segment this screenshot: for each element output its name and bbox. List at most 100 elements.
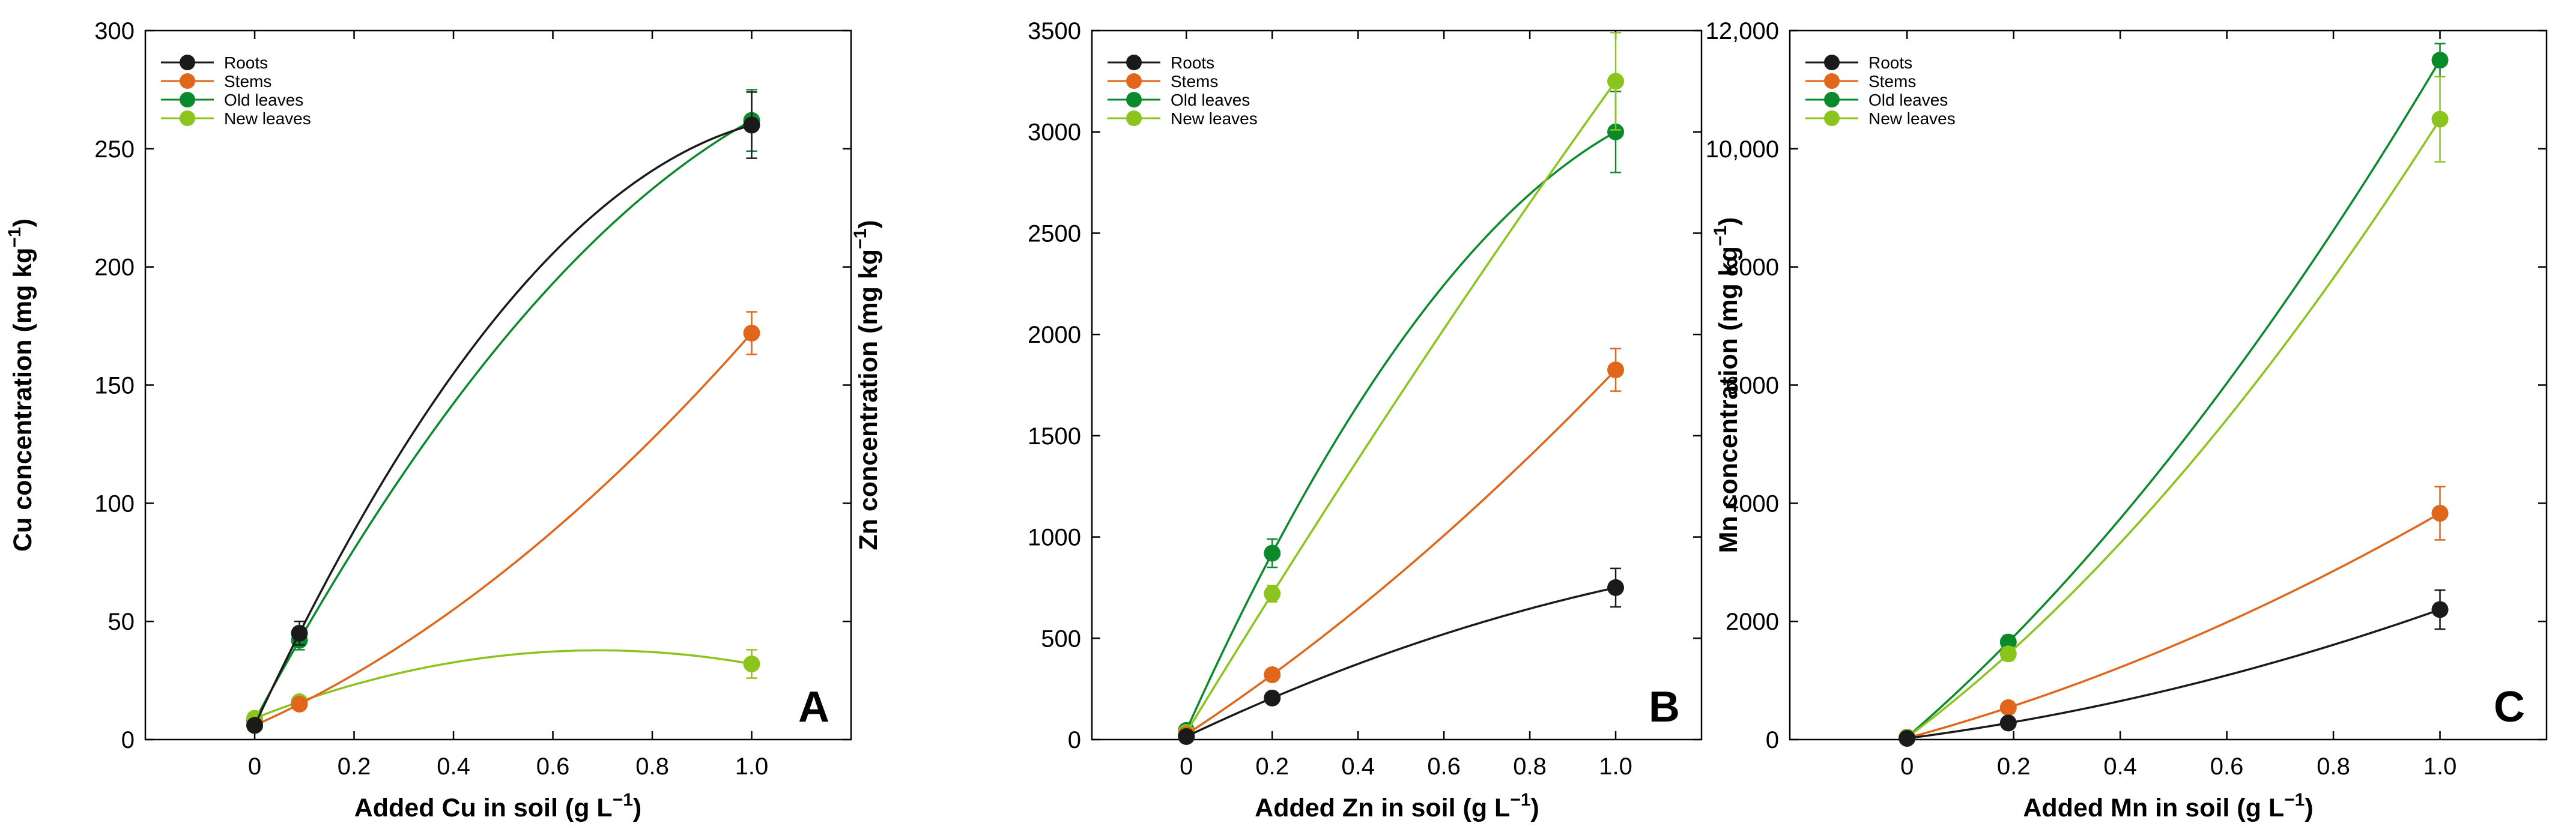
data-point-roots: [743, 116, 760, 134]
data-point-new-leaves: [2431, 110, 2449, 128]
data-point-old-leaves: [1264, 544, 1281, 562]
legend-label: Old leaves: [1171, 91, 1250, 109]
panel-a-letter: A: [798, 683, 829, 731]
series-line-old-leaves: [1185, 131, 1616, 731]
legend-swatch-marker: [180, 110, 195, 126]
series-line-roots: [253, 124, 752, 726]
legend-label: New leaves: [1868, 109, 1956, 128]
data-point-stems: [291, 695, 308, 713]
data-point-old-leaves: [1999, 633, 2017, 651]
data-point-roots: [291, 624, 308, 642]
y-tick-label: 6000: [1726, 373, 1779, 399]
legend-entry-stems: Stems: [161, 72, 271, 91]
y-tick-label: 10,000: [1706, 136, 1779, 163]
x-axis-label-exponent: −1: [1510, 790, 1530, 810]
legend-label: Stems: [224, 72, 271, 91]
x-tick-label: 0: [248, 753, 261, 780]
legend-swatch-marker: [1126, 55, 1142, 70]
legend-label: Old leaves: [224, 91, 303, 109]
x-tick-label: 0.4: [2103, 753, 2137, 780]
panel-a: 0 0.2 0.4 0.6 0.8 1.0 0 50 100 150 200 250 300 Added …: [5, 18, 852, 822]
series-new-leaves: [246, 649, 760, 727]
legend-entry-old-leaves: Old leaves: [161, 91, 303, 109]
series-roots: [1178, 567, 1625, 745]
legend-swatch-marker: [1126, 92, 1142, 107]
legend-entry-new-leaves: New leaves: [1108, 109, 1258, 128]
series-line-old-leaves: [253, 119, 753, 722]
data-point-stems: [1607, 361, 1625, 379]
series-line-stems: [1186, 369, 1617, 736]
series-stems: [246, 311, 760, 734]
x-tick-label: 0.6: [536, 753, 570, 780]
y-axis-label-text: Cu concentration (mg kg: [8, 248, 37, 552]
legend-label: Roots: [1171, 53, 1214, 72]
legend-label: Roots: [1868, 53, 1912, 72]
series-stems: [1899, 486, 2449, 747]
x-axis-label-text: Added Zn in soil (g L: [1255, 794, 1510, 822]
data-point-new-leaves: [1607, 73, 1625, 90]
panel-c: 0 0.2 0.4 0.6 0.8 1.0 0 2000 4000 6000 8000 10,000 1…: [1706, 18, 2548, 822]
series-roots: [1899, 589, 2449, 747]
data-point-roots: [2431, 601, 2449, 618]
legend-label: Roots: [224, 53, 268, 72]
legend-swatch-marker: [1126, 73, 1142, 89]
y-tick-label: 2500: [1028, 220, 1081, 247]
y-tick-label: 1000: [1028, 525, 1081, 551]
y-tick-label: 150: [94, 373, 135, 399]
series-line-stems: [254, 332, 753, 726]
y-axis-label-exponent: −1: [5, 227, 25, 247]
data-point-new-leaves: [1999, 645, 2017, 663]
legend-label: Stems: [1868, 72, 1916, 91]
x-axis-label-exponent: −1: [613, 790, 633, 810]
data-point-stems: [743, 324, 760, 342]
x-tick-label: 0.6: [2210, 753, 2244, 780]
legend-swatch-marker: [1824, 73, 1840, 89]
y-tick-label: 12,000: [1706, 18, 1779, 44]
y-axis-label-exponent: −1: [1711, 226, 1730, 246]
x-axis-label-close: ): [633, 794, 641, 822]
panel-c-y-axis-label: Mn concentration (mg kg−1): [1711, 217, 1743, 553]
data-point-stems: [1264, 666, 1281, 684]
y-tick-label: 1500: [1028, 423, 1081, 450]
x-tick-label: 0.4: [437, 753, 470, 780]
legend-swatch-marker: [180, 73, 195, 89]
x-tick-label: 0.2: [1997, 753, 2031, 780]
x-axis-label-text: Added Cu in soil (g L: [354, 794, 613, 822]
panel-b-frame: [1091, 29, 1703, 741]
data-point-roots: [1607, 579, 1625, 596]
series-line-new-leaves: [1185, 80, 1617, 734]
data-point-stems: [1999, 699, 2017, 716]
y-tick-label: 3500: [1028, 18, 1081, 44]
legend-label: New leaves: [224, 109, 311, 128]
panel-c-letter: C: [2494, 683, 2525, 731]
panel-b-letter: B: [1649, 683, 1680, 731]
series-line-roots: [1906, 608, 2441, 740]
x-tick-label: 1.0: [735, 753, 769, 780]
y-axis-label-text: Mn concentration (mg kg: [1714, 246, 1743, 553]
y-tick-label: 300: [94, 18, 135, 44]
legend-swatch-marker: [180, 92, 195, 107]
legend-swatch-marker: [180, 55, 195, 70]
x-tick-label: 0: [1180, 753, 1193, 780]
legend-entry-roots: Roots: [161, 53, 268, 72]
x-tick-label: 1.0: [1599, 753, 1632, 780]
y-axis-label-close: ): [854, 220, 883, 228]
x-tick-label: 0.2: [338, 753, 371, 780]
panel-b: 0 0.2 0.4 0.6 0.8 1.0 0 500 1000 1500 2000 2500 3000…: [850, 18, 1703, 822]
legend-swatch-marker: [1824, 92, 1840, 107]
legend-swatch-marker: [1126, 110, 1142, 126]
panel-a-x-axis-label: Added Cu in soil (g L−1): [354, 790, 642, 822]
series-roots: [246, 91, 760, 734]
y-tick-label: 50: [108, 609, 135, 635]
panel-c-frame: [1789, 29, 2548, 741]
x-tick-label: 0.6: [1427, 753, 1461, 780]
data-point-stems: [2431, 505, 2449, 522]
y-tick-label: 2000: [1028, 322, 1081, 348]
series-old-leaves: [246, 89, 760, 729]
legend-swatch-marker: [1824, 110, 1840, 126]
y-tick-label: 4000: [1726, 490, 1779, 517]
data-point-roots: [1264, 689, 1281, 707]
